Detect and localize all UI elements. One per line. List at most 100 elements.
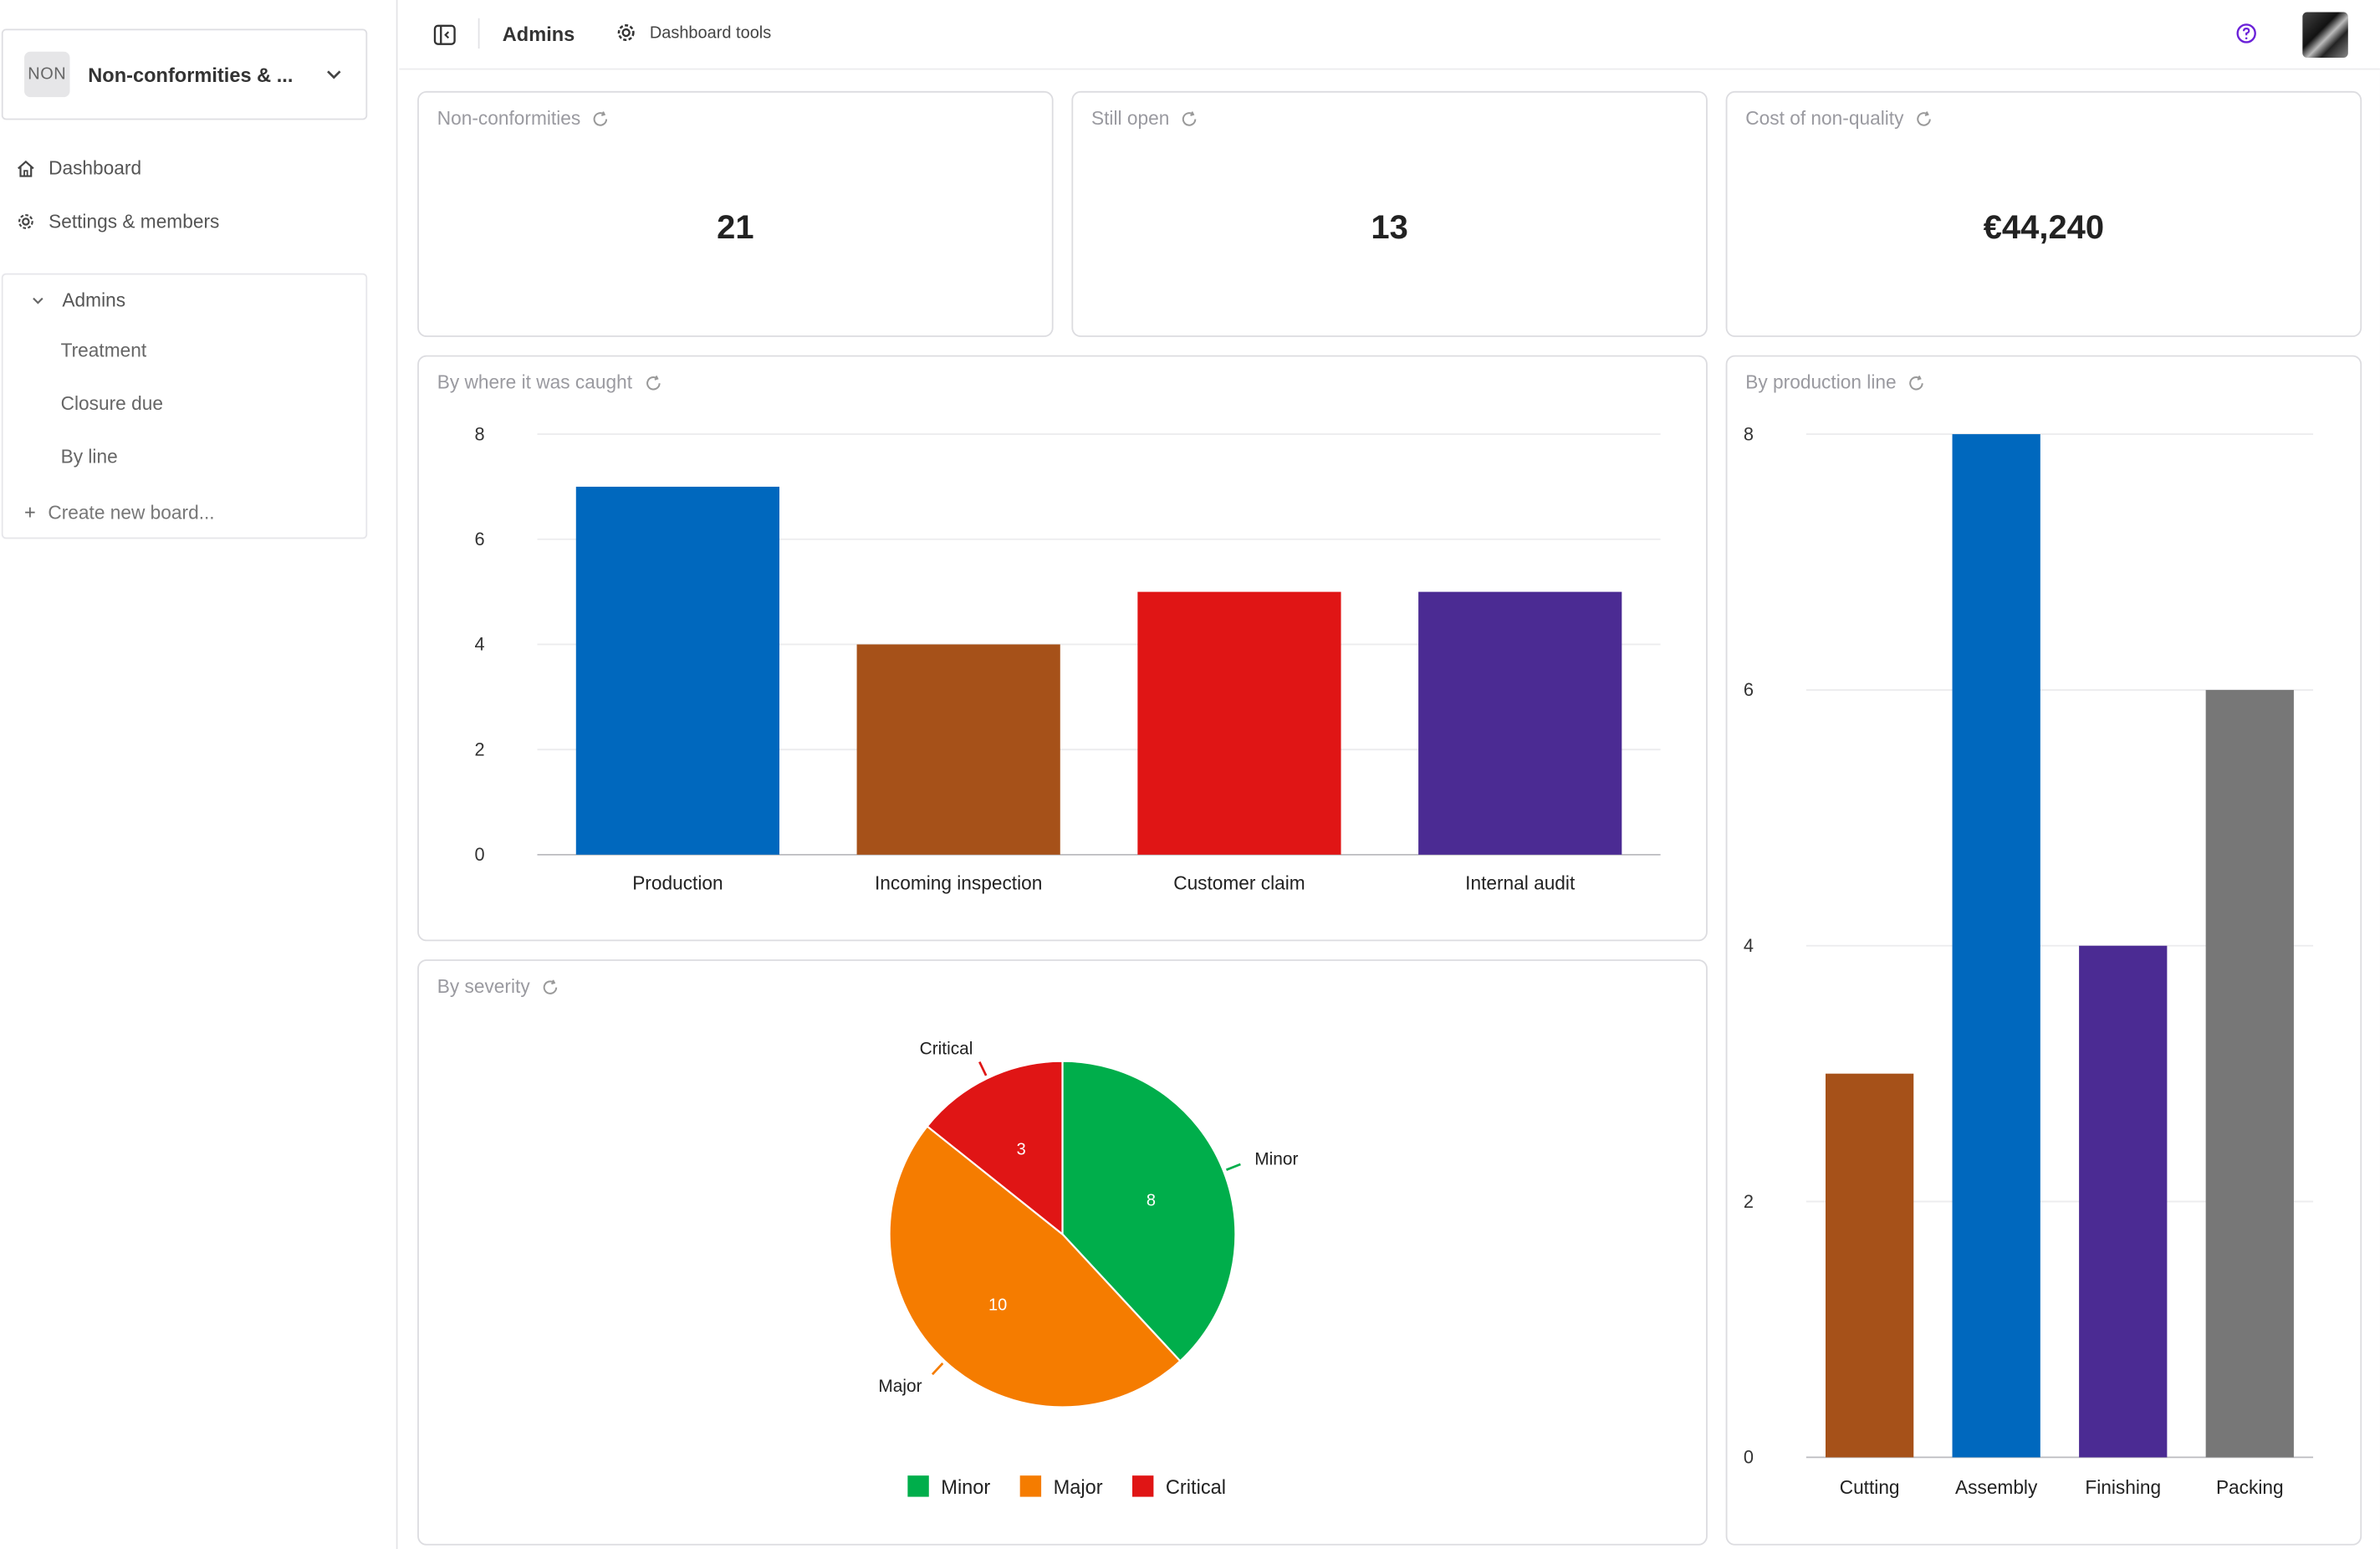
x-tick-label: Assembly <box>1955 1476 2038 1498</box>
create-board-button[interactable]: + Create new board... <box>24 501 215 524</box>
chevron-down-icon <box>327 70 341 79</box>
bar-cutting <box>1825 1073 1914 1458</box>
card-title: By severity <box>437 976 560 997</box>
x-tick-label: Packing <box>2216 1476 2284 1498</box>
bar-internal-audit <box>1418 591 1622 855</box>
plus-icon: + <box>24 500 36 524</box>
legend-label: Major <box>1054 1476 1103 1498</box>
slice-leader-line <box>1225 1163 1241 1171</box>
gear-icon <box>18 214 33 229</box>
board-item-by-line[interactable]: By line <box>60 446 118 468</box>
refresh-icon[interactable] <box>1914 109 1934 129</box>
slice-leader-line <box>931 1362 944 1376</box>
chevron-down-icon <box>33 297 43 304</box>
bar-chart-production-line: 0 2 4 6 8 Cutting Assembly Finishing Packing <box>1744 423 2314 1498</box>
legend-swatch-minor <box>907 1475 929 1497</box>
help-icon[interactable] <box>2235 23 2256 43</box>
kpi-label: Still open <box>1090 107 1170 130</box>
y-tick-label: 6 <box>1744 679 1754 700</box>
x-tick-label: Internal audit <box>1465 872 1576 894</box>
bar-chart-where-caught: 0 2 4 6 8 Production Incoming inspection Custom… <box>474 423 1661 894</box>
workspace-badge: NON <box>24 51 70 98</box>
chart-title: By where it was caught <box>437 371 633 394</box>
legend-label: Minor <box>941 1476 990 1498</box>
y-tick-label: 4 <box>1744 935 1754 956</box>
card-title: Still open <box>1091 108 1200 129</box>
board-item-closure-due[interactable]: Closure due <box>60 393 163 415</box>
slice-name-label: Major <box>878 1377 922 1396</box>
y-tick-label: 6 <box>474 529 484 550</box>
kpi-label: Non-conformities <box>437 107 581 130</box>
chart-title: By severity <box>437 976 530 998</box>
kpi-card-cost: Cost of non-quality €44,240 <box>1725 90 2362 337</box>
nav-dashboard[interactable]: Dashboard <box>15 158 141 179</box>
card-title: Cost of non-quality <box>1745 108 1933 129</box>
bar-assembly <box>1952 434 2040 1458</box>
page-title: Admins <box>502 23 575 46</box>
kpi-value: 13 <box>1371 207 1408 247</box>
legend-swatch-critical <box>1131 1475 1154 1497</box>
y-tick-label: 4 <box>474 634 484 655</box>
bar-incoming-inspection <box>856 644 1060 855</box>
nav-settings[interactable]: Settings & members <box>15 211 220 233</box>
kpi-value: €44,240 <box>1983 207 2105 247</box>
chart-card-production-line: By production line 0 2 4 6 8 Cutting Assembly F… <box>1725 355 2362 1546</box>
bar-customer-claim <box>1137 591 1341 855</box>
sidebar-toggle-icon[interactable] <box>432 23 457 47</box>
top-bar: Admins Dashboard tools <box>399 0 2380 70</box>
home-icon <box>18 160 34 177</box>
boards-panel: Admins Treatment Closure due By line + C… <box>1 273 368 539</box>
pie-slice-major <box>888 1125 1182 1408</box>
legend-swatch-major <box>1019 1475 1042 1497</box>
x-tick-label: Production <box>632 872 723 894</box>
slice-value-label: 10 <box>988 1296 1007 1314</box>
board-group-label: Admins <box>62 289 126 312</box>
y-tick-label: 8 <box>474 423 484 444</box>
refresh-icon[interactable] <box>1907 373 1927 393</box>
divider <box>478 18 480 49</box>
gear-icon <box>617 24 635 42</box>
legend-label: Critical <box>1166 1476 1226 1498</box>
y-tick-label: 2 <box>474 739 484 759</box>
y-tick-label: 0 <box>1744 1447 1754 1468</box>
pie-slice-minor <box>1061 1060 1237 1362</box>
slice-value-label: 3 <box>1017 1140 1026 1158</box>
workspace-name: Non-conformities & ... <box>88 63 294 86</box>
workspace-switcher[interactable]: NON Non-conformities & ... <box>1 28 368 120</box>
pie-slice-critical <box>926 1060 1064 1236</box>
avatar[interactable] <box>2302 12 2348 58</box>
chart-card-where-caught: By where it was caught 0 2 4 6 8 Production In… <box>417 355 1708 942</box>
x-tick-label: Cutting <box>1840 1476 1900 1498</box>
board-item-treatment[interactable]: Treatment <box>60 340 147 361</box>
nav-dashboard-label: Dashboard <box>49 157 142 180</box>
slice-value-label: 8 <box>1147 1191 1156 1209</box>
create-board-label: Create new board... <box>48 501 215 524</box>
kpi-label: Cost of non-quality <box>1745 107 1904 130</box>
refresh-icon[interactable] <box>1180 109 1200 129</box>
kpi-card-still-open: Still open 13 <box>1071 90 1708 337</box>
dashboard-tools-label: Dashboard tools <box>649 23 772 42</box>
dashboard-tools-button[interactable]: Dashboard tools <box>615 21 771 43</box>
refresh-icon[interactable] <box>643 373 663 393</box>
board-group-admins[interactable]: Admins <box>30 290 125 311</box>
kpi-card-nonconformities: Non-conformities 21 <box>417 90 1054 337</box>
y-tick-label: 8 <box>1744 423 1754 444</box>
y-tick-label: 2 <box>1744 1191 1754 1212</box>
sidebar: NON Non-conformities & ... Dashboard Set… <box>0 0 398 1549</box>
bar-finishing <box>2079 945 2168 1458</box>
bar-production <box>575 486 780 855</box>
refresh-icon[interactable] <box>591 109 611 129</box>
chart-card-severity: By severity 8 Minor 10 Major 3 Critical Minor M… <box>417 959 1708 1546</box>
slice-leader-line <box>978 1061 988 1076</box>
pie-chart-severity: 8 Minor 10 Major 3 Critical Minor Major Critical <box>878 1039 1298 1498</box>
chart-title: By production line <box>1745 371 1897 394</box>
slice-name-label: Minor <box>1254 1150 1298 1169</box>
card-title: By where it was caught <box>437 372 663 393</box>
nav-settings-label: Settings & members <box>49 211 220 233</box>
refresh-icon[interactable] <box>540 977 560 997</box>
kpi-value: 21 <box>717 207 754 247</box>
slice-name-label: Critical <box>920 1039 973 1058</box>
x-tick-label: Customer claim <box>1173 872 1305 894</box>
x-tick-label: Incoming inspection <box>875 872 1042 894</box>
bar-packing <box>2205 689 2294 1458</box>
